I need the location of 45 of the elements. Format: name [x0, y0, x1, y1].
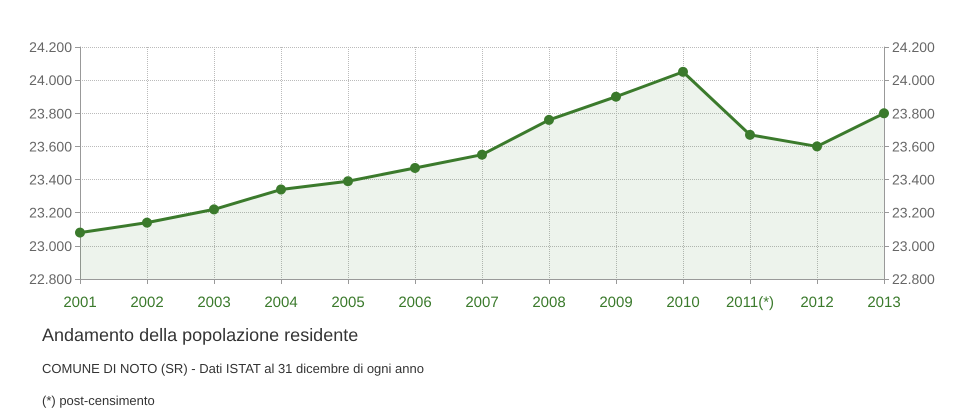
y-tick-label: 23.200 — [29, 204, 72, 221]
x-tick-label: 2006 — [398, 294, 432, 311]
point — [477, 150, 487, 160]
point — [678, 66, 688, 77]
point — [276, 184, 286, 195]
x-tick-label: 2003 — [197, 294, 231, 311]
y-tick-label: 22.800 — [29, 271, 72, 287]
x-tick-label: 2009 — [599, 294, 633, 311]
x-tick-label: 2001 — [63, 294, 97, 311]
y2-tick-label: 23.200 — [892, 204, 936, 221]
point — [812, 141, 822, 152]
y2-tick-label: 24.000 — [892, 72, 936, 88]
point — [75, 228, 85, 238]
y-tick-label: 24.000 — [29, 72, 72, 88]
point — [410, 162, 420, 173]
y-tick-label: 23.000 — [29, 238, 72, 254]
y-tick-label: 24.200 — [29, 39, 72, 55]
x-tick-label: 2004 — [264, 294, 298, 311]
x-tick-label: 2012 — [800, 294, 834, 311]
point — [209, 204, 219, 214]
x-tick-label: 2010 — [666, 294, 700, 311]
x-tick-label: 2011(*) — [726, 294, 774, 311]
x-tick-label: 2008 — [532, 294, 566, 311]
text: (*) post-censimento — [42, 393, 155, 408]
y2-tick-label: 23.800 — [892, 105, 936, 122]
x-tick-label: 2005 — [331, 294, 365, 311]
y-tick-label: 23.400 — [29, 172, 72, 188]
x-tick-label: 2002 — [130, 294, 164, 311]
point — [879, 108, 889, 118]
point — [142, 218, 152, 228]
point — [343, 176, 353, 186]
y2-tick-label: 22.800 — [892, 271, 936, 287]
x-tick-label: 2007 — [465, 294, 499, 311]
y-tick-label: 23.800 — [29, 105, 72, 122]
point — [544, 114, 554, 125]
y2-tick-label: 23.600 — [892, 138, 936, 154]
y-tick-label: 23.600 — [29, 138, 72, 154]
y2-tick-label: 23.000 — [892, 238, 936, 254]
y2-tick-label: 24.200 — [892, 39, 936, 55]
y2-tick-label: 23.400 — [892, 172, 936, 188]
point — [611, 92, 621, 102]
text: COMUNE DI NOTO (SR) - Dati ISTAT al 31 dicembre di ogni anno — [42, 361, 424, 376]
x-tick-label: 2013 — [867, 294, 901, 311]
text: Andamento della popolazione residente — [42, 325, 358, 345]
point — [745, 130, 755, 140]
